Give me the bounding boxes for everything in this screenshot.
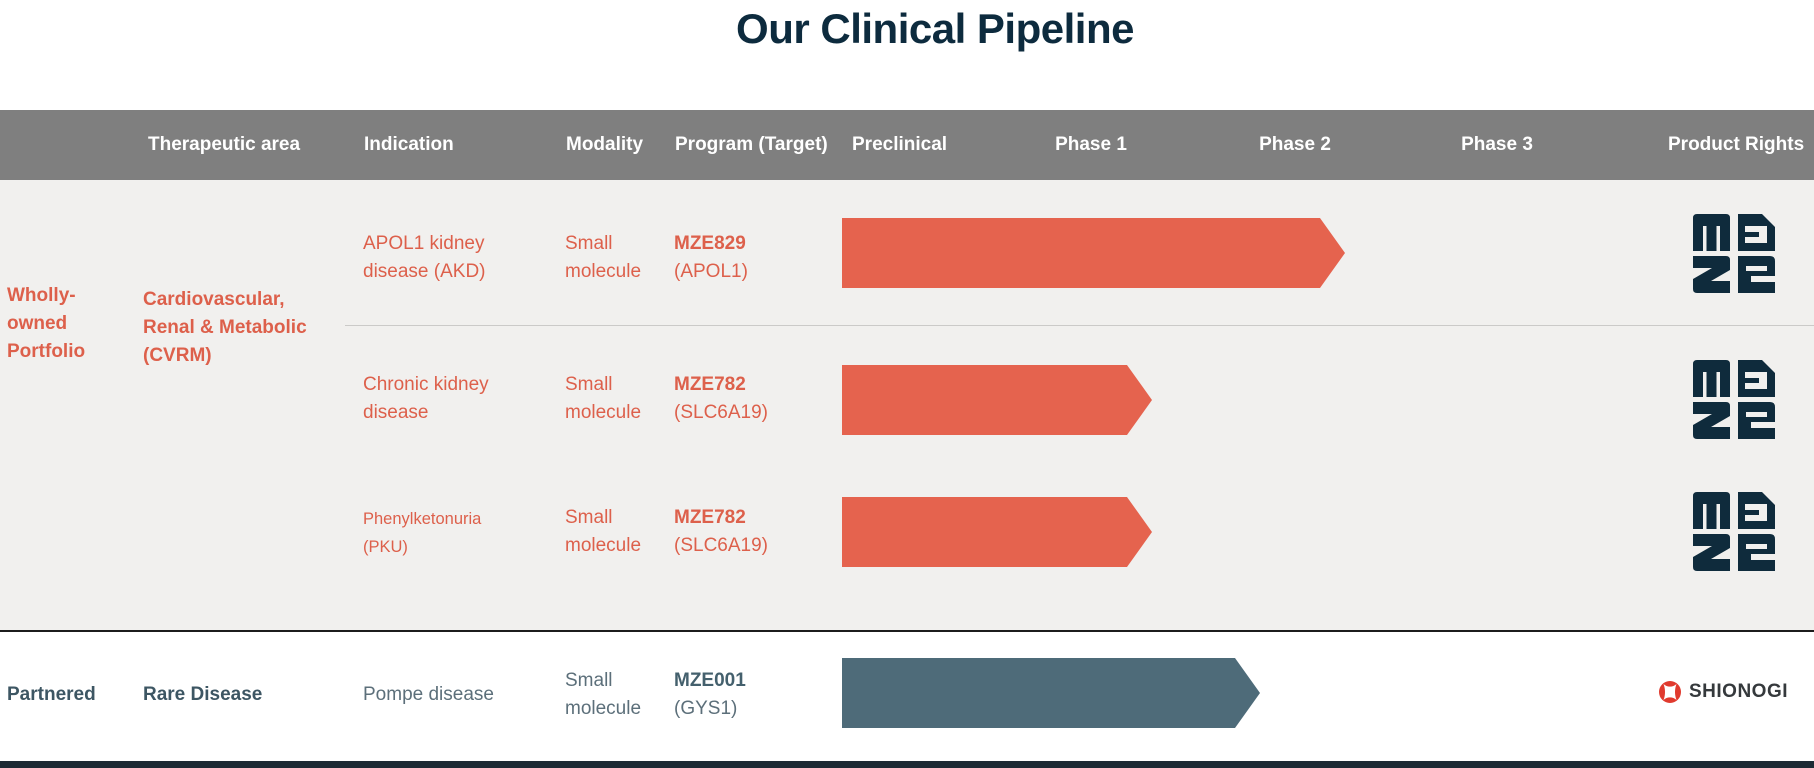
pipeline-bar-mze001 (842, 658, 1260, 728)
header-phase-1: Phase 1 (1055, 134, 1127, 155)
pipeline-bar-mze782-ckd (842, 365, 1152, 435)
table-header-bar: Therapeutic area Indication Modality Pro… (0, 110, 1814, 180)
header-phase-3: Phase 3 (1461, 134, 1533, 155)
therapeutic-area-cvrm: Cardiovascular, Renal & Metabolic (CVRM) (143, 289, 307, 366)
header-therapeutic-area: Therapeutic area (148, 134, 301, 155)
indication-pompe: Pompe disease (363, 684, 494, 705)
shionogi-mark-icon (1659, 681, 1681, 703)
section-divider (0, 630, 1814, 632)
maze-logo (1693, 360, 1775, 439)
shionogi-wordmark: SHIONOGI (1689, 681, 1789, 702)
program-name: MZE782 (674, 507, 746, 528)
indication-ckd: Chronic kidney disease (363, 374, 489, 423)
program-name: MZE001 (674, 670, 746, 691)
header-indication: Indication (364, 134, 454, 155)
program-mze829: MZE829 (APOL1) (674, 230, 824, 286)
therapeutic-area-rare-disease: Rare Disease (143, 684, 263, 705)
program-target: (GYS1) (674, 698, 738, 719)
maze-logo (1693, 492, 1775, 571)
header-preclinical: Preclinical (852, 134, 948, 155)
program-target: (SLC6A19) (674, 535, 768, 556)
header-product-rights: Product Rights (1668, 134, 1805, 155)
modality-ckd: Small molecule (565, 374, 642, 423)
program-mze782-ckd: MZE782 (SLC6A19) (674, 371, 824, 427)
modality-pku: Small molecule (565, 507, 642, 556)
maze-logo (1693, 214, 1775, 293)
header-modality: Modality (566, 134, 644, 155)
program-mze782-pku: MZE782 (SLC6A19) (674, 504, 824, 560)
pipeline-bar-mze829 (842, 218, 1345, 288)
program-name: MZE829 (674, 233, 746, 254)
pipeline-bar-mze782-pku (842, 497, 1152, 567)
bottom-bar (0, 761, 1814, 768)
shionogi-logo: SHIONOGI (1658, 680, 1788, 704)
indication-pku: Phenylketonuria (PKU) (363, 510, 482, 556)
program-target: (SLC6A19) (674, 402, 768, 423)
indication-akd: APOL1 kidney disease (AKD) (363, 233, 486, 282)
modality-akd: Small molecule (565, 233, 642, 282)
row-divider (345, 325, 1814, 326)
page-title: Our Clinical Pipeline (736, 5, 1134, 52)
section-label-wholly-owned: Wholly-owned Portfolio (7, 285, 86, 362)
program-name: MZE782 (674, 374, 746, 395)
header-phase-2: Phase 2 (1259, 134, 1331, 155)
section-label-partnered: Partnered (7, 684, 96, 705)
header-program-target: Program (Target) (675, 134, 828, 155)
program-mze001: MZE001 (GYS1) (674, 667, 824, 723)
program-target: (APOL1) (674, 261, 748, 282)
modality-pompe: Small molecule (565, 670, 642, 719)
